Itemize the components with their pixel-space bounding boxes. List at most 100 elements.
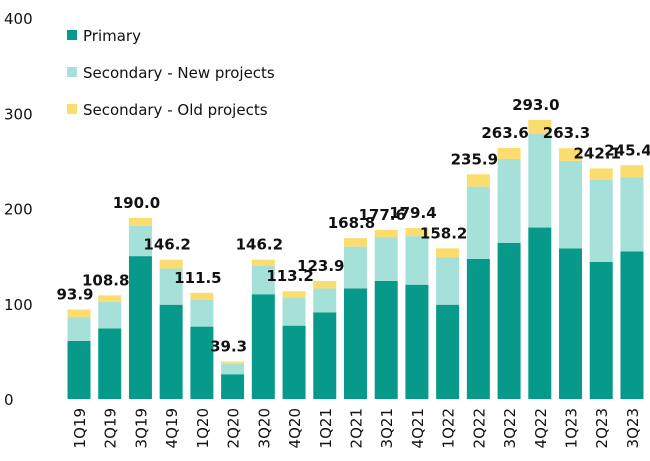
bar-segment (221, 361, 245, 364)
bar-segment (190, 292, 214, 300)
bar-segment (282, 298, 306, 326)
total-label: 113.2 (266, 267, 313, 285)
bar-segment (589, 168, 613, 180)
x-tick-label: 1Q22 (440, 408, 458, 448)
x-tick-label: 3Q23 (624, 408, 642, 448)
bar-segment (405, 228, 429, 237)
total-label: 245.4 (604, 141, 650, 159)
bar-segment (374, 237, 398, 281)
total-label: 158.2 (420, 224, 467, 242)
bar-segment (374, 280, 398, 399)
x-tick-label: 2Q19 (102, 408, 120, 448)
total-label: 146.2 (143, 236, 190, 254)
bar-segment (528, 133, 552, 228)
total-label: 108.8 (82, 271, 129, 289)
bar-segment (528, 119, 552, 134)
y-tick-label: 200 (4, 201, 33, 219)
x-tick-label: 1Q21 (317, 408, 335, 448)
total-label: 111.5 (174, 269, 221, 287)
bar-segment (128, 225, 152, 257)
bar-segment (466, 186, 490, 259)
x-tick-label: 3Q22 (501, 408, 519, 448)
legend-swatch (67, 67, 77, 77)
total-label: 168.8 (328, 214, 375, 232)
bar-segment (282, 291, 306, 299)
bar-segment (190, 299, 214, 327)
bar-segment (67, 317, 91, 341)
total-label: 39.3 (210, 338, 247, 356)
bar-segment (620, 165, 644, 178)
x-tick-label: 1Q19 (71, 408, 89, 448)
bar-segment (159, 304, 183, 399)
total-label: 263.6 (481, 124, 528, 142)
bar-segment (559, 160, 583, 249)
bar-segment (343, 288, 367, 399)
bar-segment (589, 179, 613, 262)
y-tick-label: 100 (4, 296, 33, 314)
x-tick-label: 4Q22 (532, 408, 550, 448)
bar-segment (159, 268, 183, 305)
bar-segment (497, 242, 521, 399)
bar-segment (497, 158, 521, 243)
bar-segment (282, 325, 306, 399)
bar-segment (620, 251, 644, 399)
bar-segment (497, 147, 521, 159)
legend-label: Secondary - New projects (83, 64, 275, 82)
legend-swatch (67, 104, 77, 114)
total-label: 235.9 (451, 150, 498, 168)
total-label: 93.9 (56, 286, 93, 304)
bar-segment (436, 248, 460, 258)
x-tick-label: 4Q21 (409, 408, 427, 448)
legend-swatch (67, 30, 77, 40)
bar-segment (98, 301, 122, 329)
y-tick-label: 300 (4, 105, 33, 123)
bar-segment (620, 177, 644, 252)
bar-segment (67, 309, 91, 318)
x-tick-label: 2Q23 (593, 408, 611, 448)
bar-segment (466, 174, 490, 187)
bar-segment (343, 238, 367, 247)
bar-segment (559, 248, 583, 399)
bar-segment (221, 363, 245, 375)
x-tick-label: 2Q20 (225, 408, 243, 448)
x-tick-label: 4Q20 (286, 408, 304, 448)
total-label: 123.9 (297, 257, 344, 275)
x-tick-label: 3Q21 (378, 408, 396, 448)
bar-segment (405, 284, 429, 399)
total-label: 146.2 (236, 236, 283, 254)
bar-segment (67, 340, 91, 399)
bar-segment (589, 261, 613, 399)
x-tick-label: 4Q19 (163, 408, 181, 448)
bar-segment (313, 280, 337, 289)
bar-segment (436, 257, 460, 305)
y-tick-label: 400 (4, 10, 33, 28)
x-tick-label: 1Q23 (563, 408, 581, 448)
bar-segment (313, 312, 337, 399)
x-tick-label: 3Q19 (132, 408, 150, 448)
y-tick-label: 0 (4, 391, 14, 409)
total-label: 177.6 (358, 206, 405, 224)
bar-segment (98, 328, 122, 399)
bar-segment (251, 259, 275, 266)
x-tick-label: 1Q20 (194, 408, 212, 448)
bar-segment (251, 265, 275, 295)
bar-segment (405, 236, 429, 285)
bar-segment (221, 374, 245, 399)
bar-segment (128, 218, 152, 226)
bar-segment (528, 227, 552, 399)
bar-segment (313, 288, 337, 313)
total-label: 263.3 (543, 124, 590, 142)
bar-segment (98, 295, 122, 302)
legend-label: Secondary - Old projects (83, 101, 268, 119)
total-label: 179.4 (389, 204, 436, 222)
bar-segment (374, 229, 398, 238)
legend-label: Primary (83, 27, 141, 45)
bar-segment (559, 148, 583, 161)
bar-segment (343, 246, 367, 289)
x-tick-label: 2Q21 (347, 408, 365, 448)
bar-segment (251, 294, 275, 399)
x-tick-label: 3Q20 (255, 408, 273, 448)
bar-segment (436, 304, 460, 399)
total-label: 190.0 (113, 194, 160, 212)
